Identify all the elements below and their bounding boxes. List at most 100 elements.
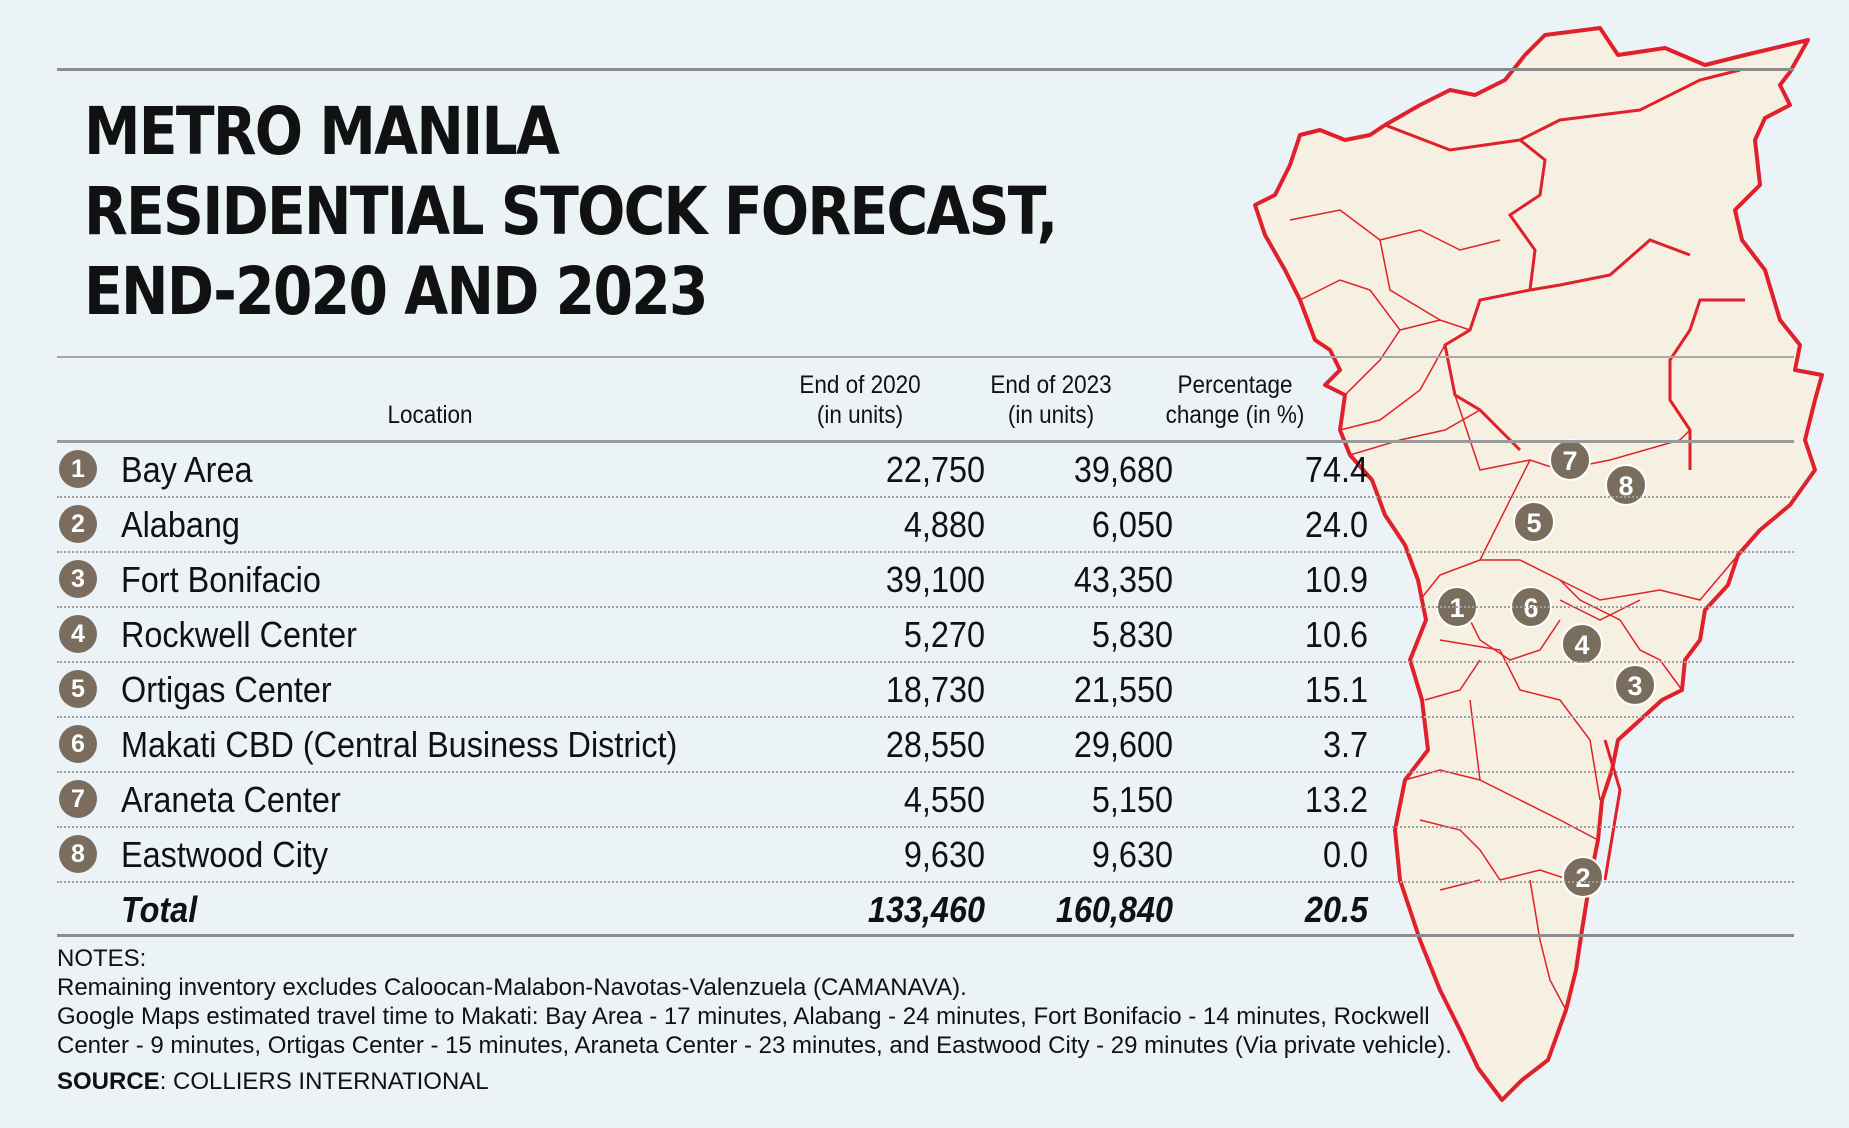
row-location: Eastwood City: [121, 834, 329, 875]
row-end-2020: 9,630: [903, 834, 985, 875]
row-end-2023: 5,830: [1091, 614, 1173, 655]
notes-line: Remaining inventory excludes Caloocan-Ma…: [57, 974, 967, 1001]
table-row: 2 Alabang 4,880 6,050 24.0: [57, 498, 1794, 553]
row-divider: [57, 496, 1794, 498]
table-row: 8 Eastwood City 9,630 9,630 0.0: [57, 828, 1794, 883]
column-header-end-2023-line1: End of 2023: [990, 371, 1112, 399]
table-row: 7 Araneta Center 4,550 5,150 13.2: [57, 773, 1794, 828]
notes-heading: NOTES:: [57, 945, 147, 972]
row-percentage: 10.6: [1304, 614, 1368, 655]
source-text: : COLLIERS INTERNATIONAL: [159, 1068, 489, 1095]
svg-text:2: 2: [1575, 863, 1590, 893]
table-row: 5 Ortigas Center 18,730 21,550 15.1: [57, 663, 1794, 718]
row-number-badge: 8: [59, 835, 97, 873]
row-end-2023: 43,350: [1073, 559, 1173, 600]
row-percentage: 24.0: [1304, 504, 1368, 545]
row-percentage: 0.0: [1322, 834, 1368, 875]
row-location: Alabang: [121, 504, 240, 545]
total-end-2020: 133,460: [867, 889, 985, 930]
row-end-2020: 39,100: [885, 559, 985, 600]
row-percentage: 10.9: [1304, 559, 1368, 600]
row-percentage: 13.2: [1304, 779, 1368, 820]
row-end-2020: 22,750: [885, 449, 985, 490]
column-header-end-2023-line2: (in units): [1007, 401, 1095, 429]
map-pin-2: 2: [1562, 856, 1604, 898]
notes-line: Google Maps estimated travel time to Mak…: [57, 1003, 1452, 1059]
row-location: Fort Bonifacio: [121, 559, 321, 600]
row-location: Bay Area: [121, 449, 253, 490]
column-header-percentage-line2: change (in %): [1165, 401, 1305, 429]
map-pin-7: 7: [1549, 439, 1591, 481]
row-number-badge: 3: [59, 560, 97, 598]
row-number-badge: 4: [59, 615, 97, 653]
row-end-2023: 39,680: [1073, 449, 1173, 490]
row-location: Makati CBD (Central Business District): [121, 724, 678, 765]
title-line-2: RESIDENTIAL STOCK FORECAST,: [84, 173, 1058, 250]
chart-title: METRO MANILA RESIDENTIAL STOCK FORECAST,…: [84, 92, 1116, 332]
row-number-badge: 1: [59, 450, 97, 488]
column-header-end-2023: End of 2023 (in units): [975, 370, 1128, 430]
svg-text:3: 3: [1627, 671, 1642, 701]
header-bottom-rule: [57, 440, 1794, 443]
map-pin-8: 8: [1605, 464, 1647, 506]
row-end-2020: 5,270: [903, 614, 985, 655]
source-credit: SOURCE: COLLIERS INTERNATIONAL: [57, 1067, 489, 1096]
top-rule: [57, 68, 1794, 71]
svg-text:1: 1: [1449, 593, 1464, 623]
row-end-2020: 28,550: [885, 724, 985, 765]
column-header-end-2020-line2: (in units): [816, 401, 904, 429]
notes: NOTES: Remaining inventory excludes Calo…: [57, 944, 1477, 1060]
row-end-2023: 21,550: [1073, 669, 1173, 710]
row-end-2020: 4,550: [903, 779, 985, 820]
table-row: 1 Bay Area 22,750 39,680 74.4: [57, 443, 1794, 498]
title-line-3: END-2020 AND 2023: [84, 253, 709, 330]
map-outline: [1253, 26, 1824, 1102]
source-label: SOURCE: [57, 1068, 160, 1095]
table-row: 3 Fort Bonifacio 39,100 43,350 10.9: [57, 553, 1794, 608]
map-pin-5: 5: [1513, 501, 1555, 543]
header-top-rule: [57, 356, 1794, 358]
row-divider: [57, 606, 1794, 608]
column-header-percentage-line1: Percentage: [1177, 371, 1293, 399]
row-number-badge: 6: [59, 725, 97, 763]
row-number-badge: 5: [59, 670, 97, 708]
column-header-location: Location: [387, 401, 473, 429]
row-location: Ortigas Center: [121, 669, 332, 710]
table-row: 6 Makati CBD (Central Business District)…: [57, 718, 1794, 773]
svg-text:4: 4: [1574, 630, 1589, 660]
total-end-2023: 160,840: [1055, 889, 1173, 930]
row-location: Rockwell Center: [121, 614, 357, 655]
row-percentage: 74.4: [1304, 449, 1368, 490]
row-number-badge: 2: [59, 505, 97, 543]
row-number-badge: 7: [59, 780, 97, 818]
row-end-2020: 4,880: [903, 504, 985, 545]
svg-text:5: 5: [1526, 508, 1541, 538]
column-header-end-2020: End of 2020 (in units): [788, 370, 932, 430]
svg-text:8: 8: [1618, 471, 1633, 501]
row-end-2023: 29,600: [1073, 724, 1173, 765]
row-end-2023: 9,630: [1091, 834, 1173, 875]
row-divider: [57, 771, 1794, 773]
total-percentage: 20.5: [1304, 889, 1368, 930]
row-divider: [57, 551, 1794, 553]
map-pins: 1 2 3 4 5 6 7 8: [1436, 439, 1656, 898]
row-end-2023: 6,050: [1091, 504, 1173, 545]
table-bottom-rule: [57, 934, 1794, 937]
row-divider: [57, 716, 1794, 718]
total-label: Total: [121, 889, 198, 930]
row-percentage: 3.7: [1322, 724, 1368, 765]
row-end-2020: 18,730: [885, 669, 985, 710]
column-header-percentage: Percentage change (in %): [1159, 370, 1312, 430]
map-pin-4: 4: [1561, 623, 1603, 665]
table-row-total: Total 133,460 160,840 20.5: [57, 883, 1794, 938]
map-pin-3: 3: [1614, 664, 1656, 706]
svg-text:7: 7: [1562, 446, 1577, 476]
row-divider: [57, 661, 1794, 663]
row-divider: [57, 826, 1794, 828]
row-end-2023: 5,150: [1091, 779, 1173, 820]
row-percentage: 15.1: [1304, 669, 1368, 710]
column-header-end-2020-line1: End of 2020: [799, 371, 921, 399]
svg-text:6: 6: [1523, 593, 1538, 623]
table-row: 4 Rockwell Center 5,270 5,830 10.6: [57, 608, 1794, 663]
